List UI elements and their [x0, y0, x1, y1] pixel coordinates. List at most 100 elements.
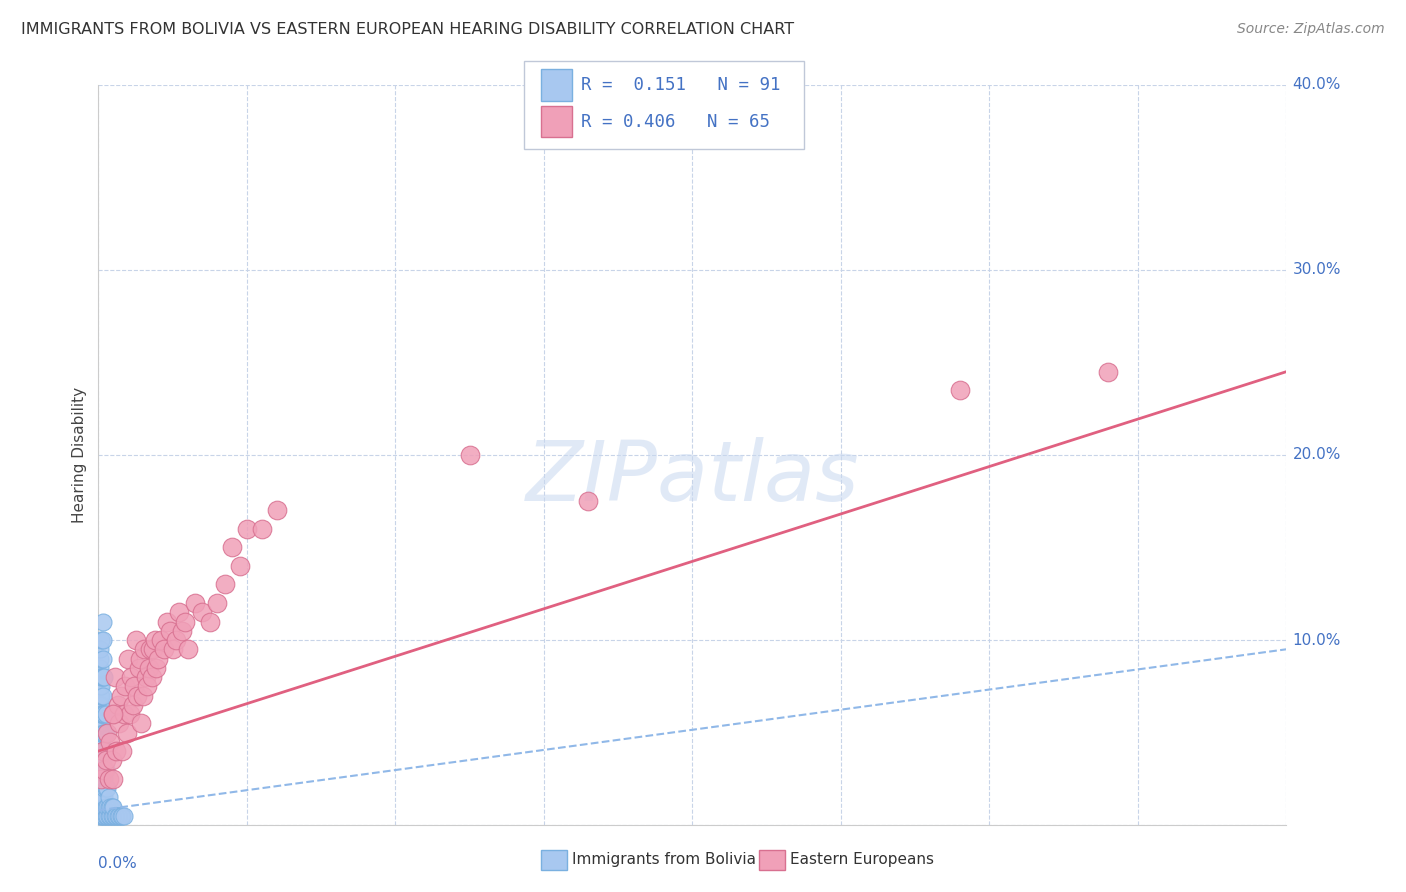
Point: [135, 670, 157, 684]
Point: [124, 633, 146, 648]
Point: [93, 809, 115, 823]
Point: [93, 725, 115, 739]
Point: [97, 772, 120, 786]
Point: [94, 725, 117, 739]
Point: [89, 753, 111, 767]
Point: [191, 605, 214, 619]
Point: [89, 763, 111, 777]
Point: [93, 763, 115, 777]
Point: [89, 716, 111, 731]
Point: [89, 781, 111, 796]
Point: [90, 679, 112, 693]
Point: [91, 670, 114, 684]
Point: [91, 706, 114, 721]
Point: [105, 744, 128, 758]
Point: [94, 744, 117, 758]
Point: [142, 642, 165, 657]
Point: [89, 725, 111, 739]
Point: [89, 735, 111, 749]
Point: [93, 670, 115, 684]
Point: [103, 772, 125, 786]
Point: [152, 642, 174, 657]
Point: [91, 799, 114, 814]
Point: [96, 781, 118, 796]
Point: [90, 790, 112, 805]
Point: [138, 661, 160, 675]
Point: [91, 772, 114, 786]
Point: [107, 809, 129, 823]
Point: [94, 763, 117, 777]
Text: Source: ZipAtlas.com: Source: ZipAtlas.com: [1237, 22, 1385, 37]
Point: [118, 706, 141, 721]
Point: [101, 753, 124, 767]
Point: [176, 642, 198, 657]
Point: [90, 725, 112, 739]
Point: [91, 753, 114, 767]
Point: [228, 558, 250, 574]
Point: [94, 781, 117, 796]
Point: [110, 689, 132, 703]
Point: [89, 799, 111, 814]
Point: [121, 698, 143, 712]
Point: [97, 799, 120, 814]
Text: 10.0%: 10.0%: [1292, 632, 1341, 648]
Point: [97, 790, 120, 805]
Point: [141, 670, 163, 684]
Point: [214, 577, 236, 591]
Text: R = 0.406   N = 65: R = 0.406 N = 65: [581, 112, 769, 131]
Point: [111, 809, 134, 823]
Point: [120, 670, 142, 684]
Point: [93, 744, 115, 758]
Point: [173, 615, 195, 629]
Point: [90, 744, 112, 758]
Point: [89, 642, 111, 657]
Text: R =  0.151   N = 91: R = 0.151 N = 91: [581, 77, 780, 95]
Point: [250, 522, 273, 536]
Point: [98, 735, 121, 749]
Text: Immigrants from Bolivia: Immigrants from Bolivia: [572, 853, 756, 867]
Point: [107, 698, 129, 712]
Point: [89, 744, 111, 758]
Point: [114, 679, 136, 693]
Point: [1097, 365, 1119, 379]
Point: [266, 503, 288, 517]
Point: [136, 679, 159, 693]
Point: [90, 763, 112, 777]
Point: [110, 809, 132, 823]
Point: [96, 725, 118, 739]
Point: [93, 799, 115, 814]
Point: [89, 651, 111, 665]
Point: [129, 651, 152, 665]
Point: [143, 633, 166, 648]
Point: [90, 772, 112, 786]
Point: [96, 799, 118, 814]
Point: [90, 716, 112, 731]
Point: [112, 706, 135, 721]
Text: 0.0%: 0.0%: [98, 856, 138, 871]
Point: [103, 706, 125, 721]
Point: [236, 522, 259, 536]
Point: [89, 698, 111, 712]
Point: [89, 772, 111, 786]
Point: [91, 633, 114, 648]
Point: [90, 698, 112, 712]
Point: [89, 809, 111, 823]
Point: [105, 809, 128, 823]
Point: [89, 790, 111, 805]
Point: [149, 633, 172, 648]
Point: [103, 809, 125, 823]
Point: [90, 781, 112, 796]
Point: [111, 744, 134, 758]
Point: [131, 716, 153, 731]
Point: [91, 615, 114, 629]
Point: [93, 790, 115, 805]
Point: [198, 615, 221, 629]
Point: [115, 725, 138, 739]
Point: [108, 809, 131, 823]
Point: [108, 716, 131, 731]
Text: 30.0%: 30.0%: [1292, 262, 1341, 277]
Point: [221, 541, 243, 555]
Point: [98, 809, 121, 823]
Point: [91, 744, 114, 758]
Text: IMMIGRANTS FROM BOLIVIA VS EASTERN EUROPEAN HEARING DISABILITY CORRELATION CHART: IMMIGRANTS FROM BOLIVIA VS EASTERN EUROP…: [21, 22, 794, 37]
